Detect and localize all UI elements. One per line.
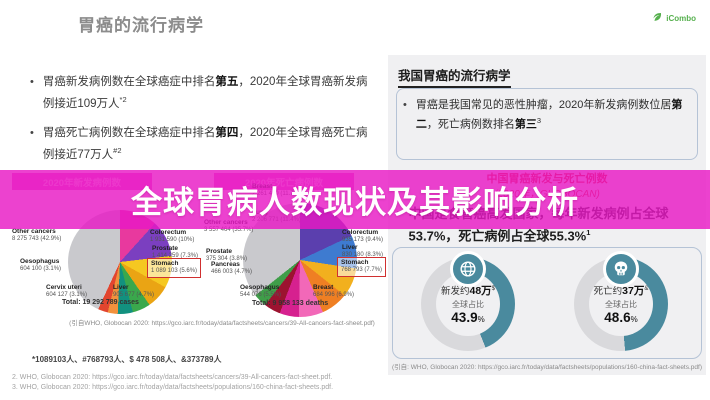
panel-header: 我国胃癌的流行病学 <box>398 65 511 88</box>
donut-charts-box: 新发约48万$ 全球占比 43.9% 死亡约37万& 全球占比 <box>392 247 702 359</box>
donut-sublabel: 全球占比 <box>452 300 484 310</box>
bullet-dot: • <box>30 76 34 88</box>
pie-legend-cervix-uteri: Cervix uteri 604 127 (3.1%) <box>46 284 88 299</box>
bullet-china-summary: • 胃癌是我国常见的恶性肿瘤，2020年新发病例数位居第二，死亡病例数排名第三3 <box>403 97 691 133</box>
charts-citation: (引自WHO, Globocan 2020: https://gco.iarc.… <box>69 320 375 327</box>
pie-legend-stomach: Stomach 768 793 (7.7%) <box>337 257 387 277</box>
donut-percent: 43.9% <box>451 310 485 326</box>
donut-sublabel: 全球占比 <box>605 300 637 310</box>
panel-citation: (引自: WHO, Globocan 2020: https://gco.iar… <box>392 364 702 371</box>
donut-chart-deaths: 死亡约37万& 全球占比 48.6% <box>574 251 668 351</box>
pie-total-incidence: Total: 19 292 789 cases <box>62 299 139 306</box>
pie-legend-prostate: Prostate 1 414 259 (7.3%) <box>152 245 199 260</box>
pie-total-mortality: Total: 9 958 133 deaths <box>252 300 329 307</box>
leaf-icon <box>651 10 663 28</box>
pie-legend-pancreas: Pancreas 466 003 (4.7%) <box>211 261 253 276</box>
donut-hole: 死亡约37万& 全球占比 48.6% <box>589 272 653 336</box>
pie-legend-other-cancers: Other cancers 8 275 743 (42.9%) <box>12 228 62 243</box>
overlay-banner: 全球胃病人数现状及其影响分析 <box>0 170 710 229</box>
bullet-text: 胃癌新发病例数在全球癌症中排名第五，2020年全球胃癌新发病例接近109万人*2 <box>42 76 368 110</box>
pie-legend-oesophagus: Oesophagus 544 076 (5.5%) <box>240 284 282 299</box>
donut-label: 新发约48万$ <box>440 285 496 298</box>
reference-3: 3. WHO, Globocan 2020: https://gco.iarc.… <box>12 384 334 392</box>
bullet-text: 胃癌是我国常见的恶性肿瘤，2020年新发病例数位居第二，死亡病例数排名第三3 <box>415 99 683 131</box>
bullet-mortality: • 胃癌死亡病例数在全球癌症中排名第四，2020年全球胃癌死亡病例接近77万人#… <box>30 125 370 164</box>
global-epidemiology-bullets: • 胃癌新发病例数在全球癌症中排名第五，2020年全球胃癌新发病例接近109万人… <box>30 74 370 176</box>
pie-legend-breast: Breast 684 996 (6.9%) <box>313 284 355 299</box>
pie-legend-colorectum: Colorectum 935 173 (9.4%) <box>342 229 384 244</box>
references: 2. WHO, Globocan 2020: https://gco.iarc.… <box>12 373 333 393</box>
bullet-incidence: • 胃癌新发病例数在全球癌症中排名第五，2020年全球胃癌新发病例接近109万人… <box>30 74 370 113</box>
pie-legend-prostate: Prostate 375 304 (3.8%) <box>206 248 248 263</box>
logo-text: iCombo <box>666 14 696 23</box>
bullet-dot: • <box>403 99 407 111</box>
china-summary-box: • 胃癌是我国常见的恶性肿瘤，2020年新发病例数位居第二，死亡病例数排名第三3 <box>396 88 698 160</box>
bullet-dot: • <box>30 126 34 139</box>
page-title: 胃癌的流行病学 <box>78 16 204 35</box>
globe-icon <box>450 251 486 287</box>
donut-chart-new-cases: 新发约48万$ 全球占比 43.9% <box>421 251 515 351</box>
skull-icon <box>603 251 639 287</box>
overlay-title: 全球胃病人数现状及其影响分析 <box>131 185 579 220</box>
pie-legend-colorectum: Colorectum 1 931 590 (10%) <box>150 229 195 244</box>
pie-legend-oesophagus: Oesophagus 604 100 (3.1%) <box>20 258 62 273</box>
reference-2: 2. WHO, Globocan 2020: https://gco.iarc.… <box>12 374 333 381</box>
bullet-text: 胃癌死亡病例数在全球癌症中排名第四，2020年全球胃癌死亡病例接近77万人#2 <box>42 126 368 161</box>
pie-legend-stomach: Stomach 1 089 103 (5.6%) <box>147 258 202 278</box>
logo: iCombo <box>651 10 696 28</box>
pie-legend-liver: Liver 905 677 (4.7%) <box>113 284 155 299</box>
symbol-footnote: *1089103人、#768793人、$ 478 508人、&373789人 <box>32 355 222 364</box>
donut-label: 死亡约37万& <box>593 285 649 298</box>
donut-percent: 48.6% <box>604 310 638 326</box>
pie-legend-liver: Liver 830 180 (8.3%) <box>342 244 384 259</box>
